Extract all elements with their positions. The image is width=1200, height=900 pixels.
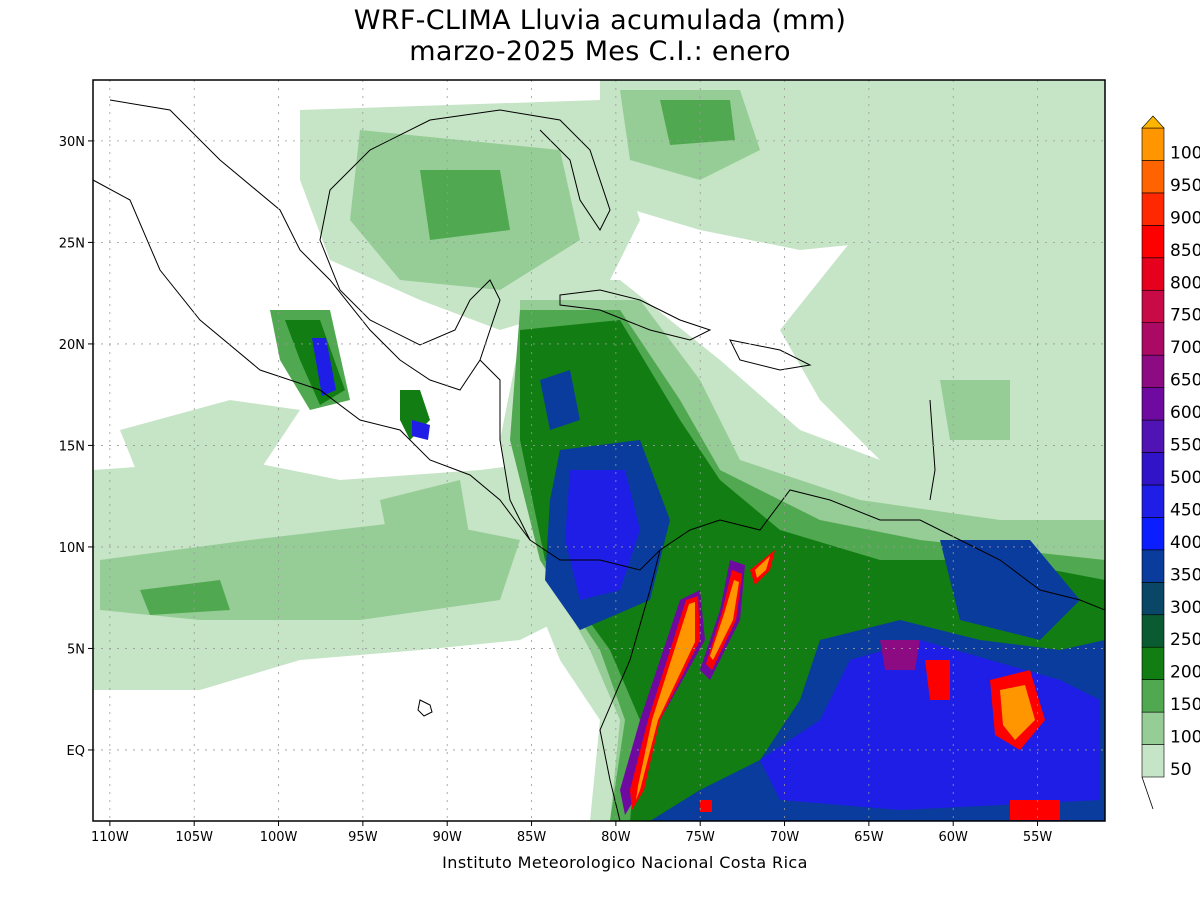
lon-tick-label: 95W	[348, 830, 378, 845]
colorbar-label: 500	[1170, 468, 1200, 488]
lat-tick-label: 20N	[59, 338, 85, 353]
colorbar-swatch	[1141, 387, 1165, 421]
colorbar-swatch	[1141, 614, 1165, 648]
colorbar-swatch	[1141, 160, 1165, 194]
lon-tick-label: 70W	[770, 830, 800, 845]
colorbar-swatch	[1141, 484, 1165, 518]
colorbar-label: 50	[1170, 760, 1192, 780]
lat-tick-label: 15N	[59, 439, 85, 454]
colorbar-label: 650	[1170, 371, 1200, 391]
colorbar-label: 250	[1170, 630, 1200, 650]
lon-tick-label: 65W	[854, 830, 884, 845]
lat-tick-label: 5N	[67, 642, 85, 657]
colorbar-label: 200	[1170, 663, 1200, 683]
colorbar-swatch	[1141, 581, 1165, 616]
colorbar-swatch	[1141, 225, 1165, 259]
precipitation-field	[93, 80, 1105, 821]
latitude-ticks: 30N 25N 20N 15N 10N 5N EQ	[59, 135, 93, 759]
lat-tick-label: 30N	[59, 135, 85, 150]
colorbar-label: 700	[1170, 338, 1200, 358]
colorbar-label: 100	[1170, 728, 1200, 748]
credit-text: Instituto Meteorologico Nacional Costa R…	[442, 853, 808, 872]
colorbar-label: 400	[1170, 533, 1200, 553]
colorbar-label: 900	[1170, 208, 1200, 228]
graticule	[93, 80, 1105, 821]
lon-tick-label: 105W	[175, 830, 213, 845]
colorbar-under-line	[1141, 776, 1154, 810]
colorbar-label: 850	[1170, 241, 1200, 261]
colorbar: 50 100 150 200 250 300 350 400 450 500 550 600 650 70…	[1141, 115, 1200, 810]
colorbar-over-triangle	[1141, 115, 1165, 129]
colorbar-label: 150	[1170, 695, 1200, 715]
lat-tick-label: 10N	[59, 541, 85, 556]
colorbar-swatch	[1141, 192, 1165, 226]
map-title: WRF-CLIMA Lluvia acumulada (mm)	[353, 5, 847, 36]
colorbar-label: 450	[1170, 500, 1200, 520]
colorbar-swatch	[1141, 679, 1165, 713]
colorbar-swatch	[1141, 549, 1165, 583]
lon-tick-label: 110W	[91, 830, 129, 845]
lon-tick-label: 85W	[517, 830, 547, 845]
colorbar-swatch	[1141, 257, 1165, 291]
lon-tick-label: 75W	[685, 830, 715, 845]
colorbar-label: 800	[1170, 273, 1200, 293]
lat-tick-label: EQ	[67, 744, 85, 759]
map-subtitle: marzo-2025 Mes C.I.: enero	[409, 36, 791, 67]
colorbar-swatch	[1141, 289, 1165, 324]
colorbar-label: 300	[1170, 598, 1200, 618]
lat-tick-label: 25N	[59, 236, 85, 251]
colorbar-swatch	[1141, 744, 1165, 778]
colorbar-label: 550	[1170, 436, 1200, 456]
colorbar-swatch	[1141, 517, 1165, 551]
lon-tick-label: 60W	[938, 830, 968, 845]
coastlines	[93, 99, 1105, 821]
lon-tick-label: 90W	[432, 830, 462, 845]
colorbar-label: 950	[1170, 176, 1200, 196]
longitude-ticks: 110W 105W 100W 95W 90W 85W 80W 75W 70W 65W 60W 55W	[91, 821, 1052, 845]
colorbar-swatch	[1141, 646, 1165, 680]
colorbar-label: 750	[1170, 306, 1200, 326]
colorbar-label: 600	[1170, 403, 1200, 423]
lon-tick-label: 55W	[1023, 830, 1053, 845]
colorbar-label: 100	[1170, 143, 1200, 163]
colorbar-swatch	[1141, 452, 1165, 486]
colorbar-swatch	[1141, 419, 1165, 453]
colorbar-swatch	[1141, 127, 1165, 161]
colorbar-swatch	[1141, 711, 1165, 745]
map-frame	[92, 79, 1106, 822]
lon-tick-label: 80W	[601, 830, 631, 845]
colorbar-swatch	[1141, 354, 1165, 388]
colorbar-label: 350	[1170, 565, 1200, 585]
colorbar-swatch	[1141, 322, 1165, 356]
lon-tick-label: 100W	[260, 830, 298, 845]
